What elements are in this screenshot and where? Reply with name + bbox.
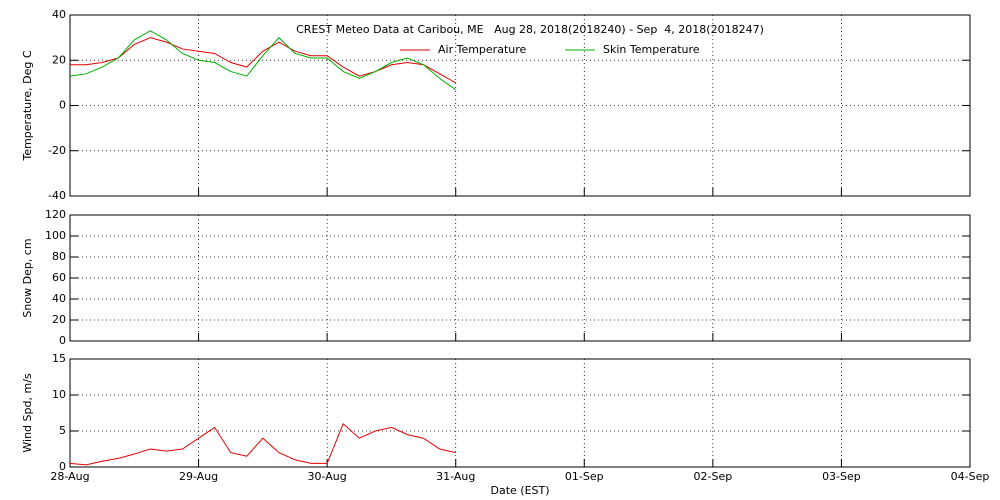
y-tick-label: 5 bbox=[59, 424, 66, 437]
y-tick-label: -20 bbox=[48, 144, 66, 157]
y-axis-label: Temperature, Deg C bbox=[21, 50, 34, 161]
y-tick-label: 10 bbox=[52, 388, 66, 401]
y-tick-label: 60 bbox=[52, 271, 66, 284]
data-line bbox=[70, 37, 456, 84]
x-tick-label: 02-Sep bbox=[694, 470, 733, 483]
data-line bbox=[69, 422, 456, 466]
y-tick-label: 120 bbox=[45, 208, 66, 221]
x-tick-label: 28-Aug bbox=[50, 470, 89, 483]
data-line bbox=[69, 30, 457, 91]
plot-frame bbox=[69, 358, 971, 468]
y-tick-label: 15 bbox=[52, 352, 66, 365]
x-axis-label: Date (EST) bbox=[490, 484, 549, 497]
y-tick-label: 100 bbox=[45, 229, 66, 242]
y-tick-label: 20 bbox=[52, 53, 66, 66]
y-tick-label: 40 bbox=[52, 8, 66, 21]
y-tick-label: 40 bbox=[52, 292, 66, 305]
x-tick-label: 01-Sep bbox=[565, 470, 604, 483]
x-tick-label: 30-Aug bbox=[308, 470, 347, 483]
y-axis-label: Snow Dep, cm bbox=[21, 238, 34, 317]
y-tick-label: 0 bbox=[59, 460, 66, 473]
y-axis-label: Wind Spd, m/s bbox=[21, 373, 34, 453]
y-tick-label: 80 bbox=[52, 250, 66, 263]
chart-title: CREST Meteo Data at Caribou, ME Aug 28, … bbox=[296, 23, 764, 36]
legend-label: Air Temperature bbox=[438, 43, 527, 56]
y-tick-label: 0 bbox=[59, 99, 66, 112]
x-tick-label: 31-Aug bbox=[436, 470, 475, 483]
y-tick-label: 20 bbox=[52, 313, 66, 326]
x-tick-label: 04-Sep bbox=[951, 470, 990, 483]
x-tick-label: 03-Sep bbox=[822, 470, 861, 483]
legend-label: Skin Temperature bbox=[603, 43, 700, 56]
x-tick-label: 29-Aug bbox=[179, 470, 218, 483]
y-tick-label: -40 bbox=[48, 189, 66, 202]
y-tick-label: 0 bbox=[59, 334, 66, 347]
